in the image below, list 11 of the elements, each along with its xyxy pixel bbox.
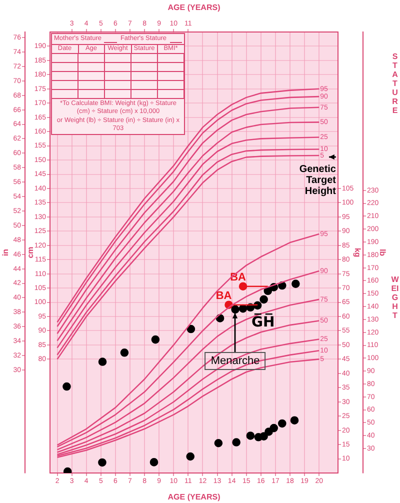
text: WEIGHT: [391, 274, 399, 320]
x-axis-title: AGE (YEARS): [168, 492, 221, 502]
annotation: BA: [216, 290, 232, 302]
x2-axis-title: AGE (YEARS): [168, 3, 221, 12]
text: STATURE: [391, 52, 399, 115]
annotation: Genetic Target Height: [299, 164, 337, 197]
y-axis-title: cm: [26, 246, 36, 258]
y-axis-title: kg: [352, 248, 362, 258]
y2-axis-title: in: [1, 248, 10, 256]
y2-axis-title: lb: [378, 248, 387, 256]
annotation: G̅H̅: [252, 313, 275, 331]
